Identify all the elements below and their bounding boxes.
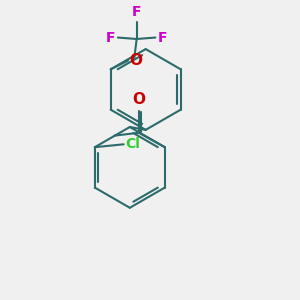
Text: F: F <box>106 31 116 44</box>
Text: O: O <box>129 53 142 68</box>
Text: Cl: Cl <box>125 137 140 151</box>
Text: O: O <box>132 92 145 107</box>
Text: F: F <box>158 31 167 44</box>
Text: F: F <box>132 5 141 19</box>
